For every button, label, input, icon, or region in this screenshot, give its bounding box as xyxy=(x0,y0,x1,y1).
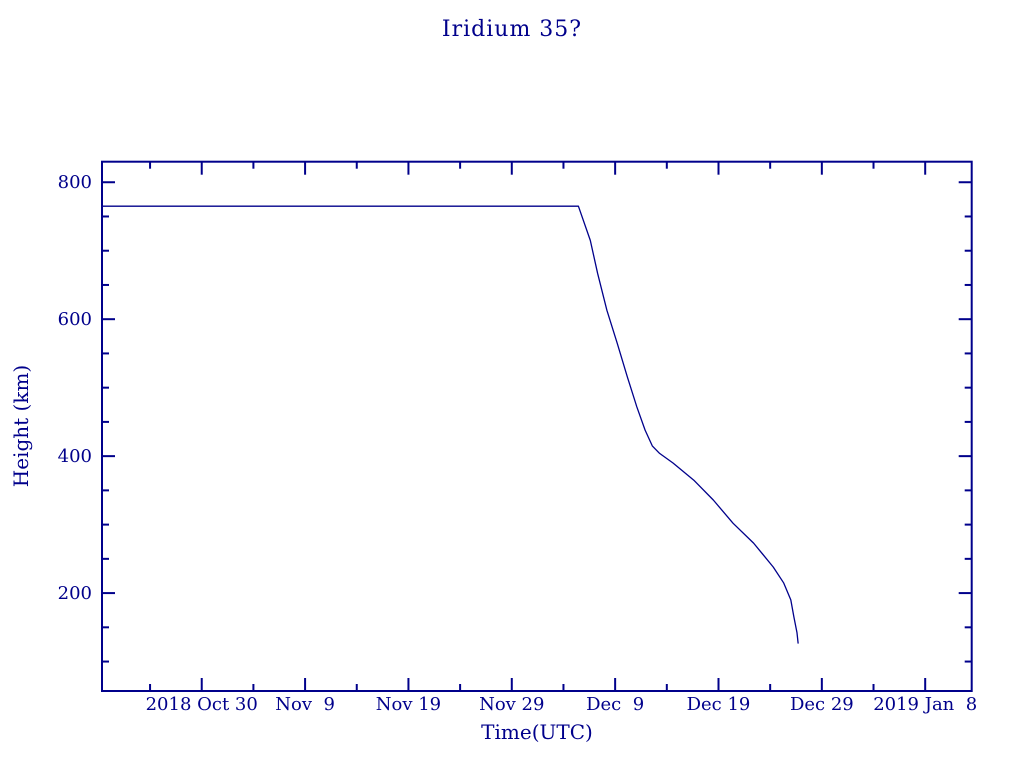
x-tick-label: 2018 Oct 30 xyxy=(146,694,258,715)
y-axis-title: Height (km) xyxy=(9,364,33,488)
chart-title: Iridium 35? xyxy=(441,17,583,42)
decay-curve xyxy=(101,205,799,644)
y-tick-label: 200 xyxy=(58,583,92,604)
y-tick-label: 800 xyxy=(58,172,92,193)
x-tick-label: Nov 9 xyxy=(275,694,335,715)
x-tick-label: Nov 29 xyxy=(479,694,544,715)
y-tick-label: 600 xyxy=(58,309,92,330)
x-tick-label: Dec 19 xyxy=(687,694,751,715)
plot-frame xyxy=(101,160,973,692)
x-tick-label: 2019 Jan 8 xyxy=(873,694,977,715)
x-axis-title: Time(UTC) xyxy=(481,720,593,744)
x-tick-label: Dec 9 xyxy=(586,694,644,715)
x-tick-label: Dec 29 xyxy=(790,694,854,715)
y-tick-label: 400 xyxy=(58,446,92,467)
x-tick-label: Nov 19 xyxy=(376,694,441,715)
